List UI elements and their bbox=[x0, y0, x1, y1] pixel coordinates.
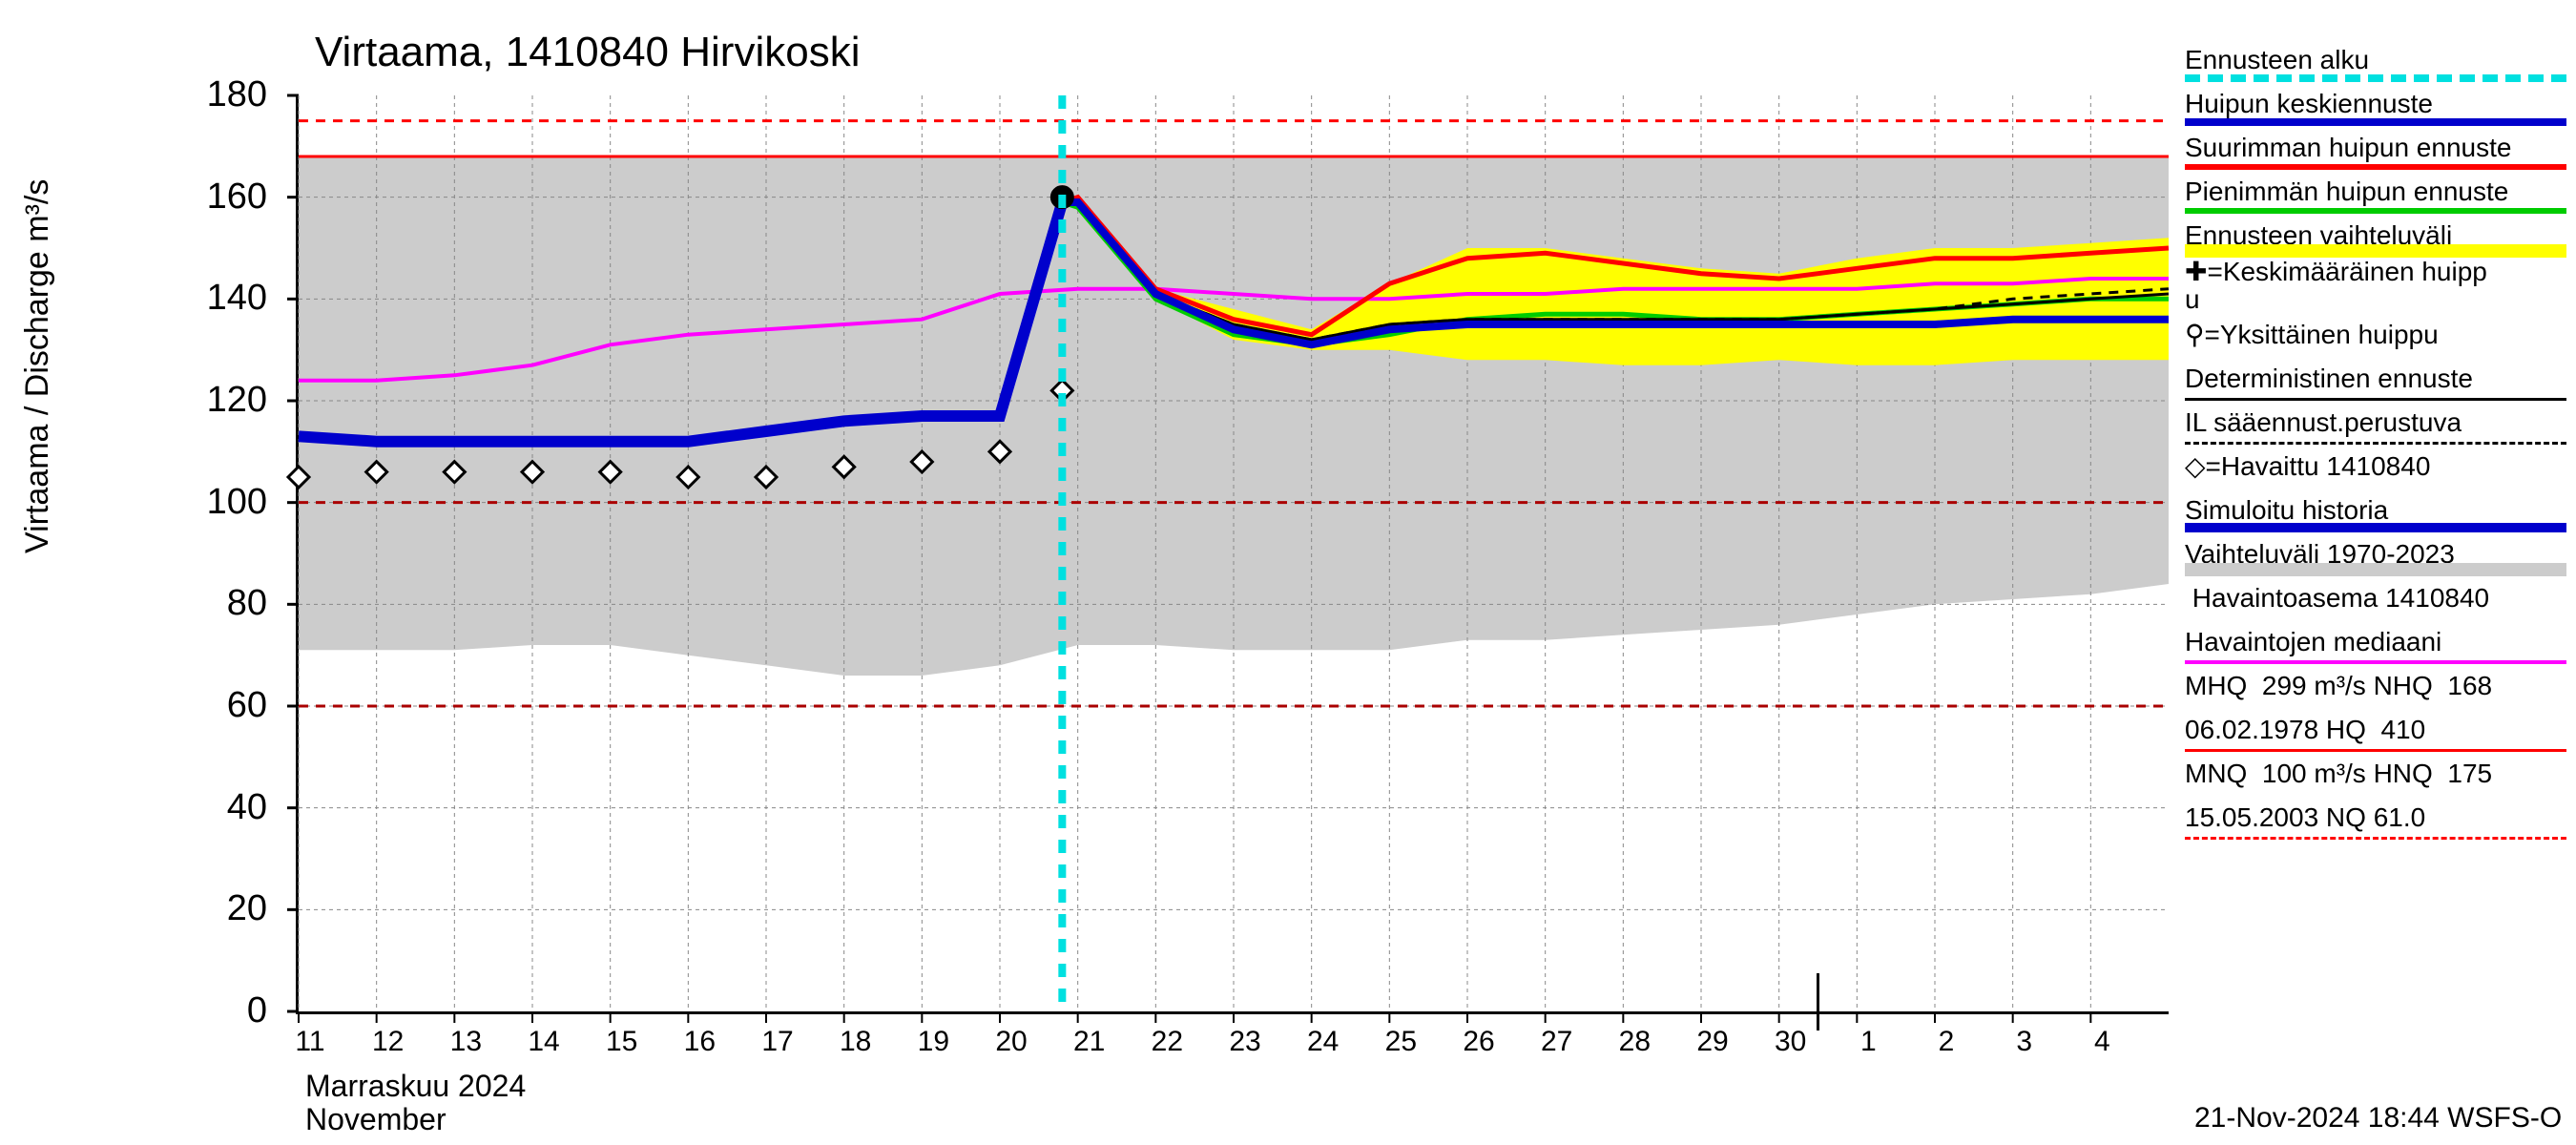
x-tick: 19 bbox=[904, 1026, 962, 1058]
x-tick: 12 bbox=[360, 1026, 417, 1058]
x-tick: 4 bbox=[2073, 1026, 2130, 1058]
legend-swatch-line bbox=[2185, 74, 2566, 82]
x-tick: 22 bbox=[1138, 1026, 1195, 1058]
x-tick: 13 bbox=[437, 1026, 494, 1058]
legend-label: Simuloitu historia bbox=[2185, 496, 2388, 524]
legend: Ennusteen alku Huipun keskiennuste Suurimm… bbox=[2185, 38, 2566, 840]
legend-item: Deterministinen ennuste bbox=[2185, 357, 2566, 401]
legend-label: MHQ 299 m³/s NHQ 168 bbox=[2185, 672, 2492, 699]
x-tick: 16 bbox=[671, 1026, 728, 1058]
y-tick: 140 bbox=[191, 278, 267, 319]
plot-area bbox=[296, 95, 2169, 1014]
y-tick: 80 bbox=[191, 583, 267, 624]
legend-item: Simuloitu historia bbox=[2185, 489, 2566, 532]
y-tick: 180 bbox=[191, 74, 267, 115]
x-tick: 14 bbox=[515, 1026, 572, 1058]
x-tick: 26 bbox=[1450, 1026, 1507, 1058]
timestamp: 21-Nov-2024 18:44 WSFS-O bbox=[2194, 1102, 2562, 1135]
legend-label: ✚=Keskimääräinen huipp u bbox=[2185, 258, 2487, 314]
x-tick: 11 bbox=[281, 1026, 339, 1058]
legend-label: Havaintoasema 1410840 bbox=[2185, 584, 2489, 612]
legend-item: ✚=Keskimääräinen huipp u bbox=[2185, 258, 2566, 313]
legend-item: MHQ 299 m³/s NHQ 168 bbox=[2185, 664, 2566, 708]
legend-label: ⚲=Yksittäinen huippu bbox=[2185, 321, 2439, 348]
y-tick: 100 bbox=[191, 482, 267, 523]
x-axis-month-fi: Marraskuu 2024 bbox=[305, 1069, 526, 1104]
x-tick: 21 bbox=[1061, 1026, 1118, 1058]
legend-label: IL sääennust.perustuva bbox=[2185, 408, 2462, 436]
x-tick: 2 bbox=[1918, 1026, 1975, 1058]
y-tick: 120 bbox=[191, 380, 267, 421]
legend-label: Havaintojen mediaani bbox=[2185, 628, 2441, 656]
x-tick: 1 bbox=[1839, 1026, 1897, 1058]
legend-item: 06.02.1978 HQ 410 bbox=[2185, 708, 2566, 752]
legend-label: 15.05.2003 NQ 61.0 bbox=[2185, 803, 2425, 831]
legend-label: Ennusteen alku bbox=[2185, 46, 2369, 73]
legend-item: MNQ 100 m³/s HNQ 175 bbox=[2185, 752, 2566, 796]
legend-swatch-line bbox=[2185, 523, 2566, 532]
legend-label: Huipun keskiennuste bbox=[2185, 90, 2433, 117]
legend-swatch-band bbox=[2185, 563, 2566, 576]
legend-item: Havaintojen mediaani bbox=[2185, 620, 2566, 664]
legend-item: ◇=Havaittu 1410840 bbox=[2185, 445, 2566, 489]
x-tick: 18 bbox=[827, 1026, 884, 1058]
x-tick: 20 bbox=[983, 1026, 1040, 1058]
plot-svg bbox=[299, 95, 2169, 1011]
legend-label: Pienimmän huipun ennuste bbox=[2185, 177, 2508, 205]
y-tick: 20 bbox=[191, 888, 267, 929]
x-tick: 15 bbox=[593, 1026, 651, 1058]
y-tick: 0 bbox=[191, 990, 267, 1031]
legend-item: Ennusteen alku bbox=[2185, 38, 2566, 82]
legend-item: Pienimmän huipun ennuste bbox=[2185, 170, 2566, 214]
legend-item: Ennusteen vaihteluväli bbox=[2185, 214, 2566, 258]
chart-title: Virtaama, 1410840 Hirvikoski bbox=[315, 29, 860, 76]
legend-item: Huipun keskiennuste bbox=[2185, 82, 2566, 126]
y-tick: 60 bbox=[191, 685, 267, 726]
x-tick: 29 bbox=[1684, 1026, 1741, 1058]
x-tick: 28 bbox=[1606, 1026, 1663, 1058]
x-tick: 30 bbox=[1762, 1026, 1819, 1058]
legend-label: MNQ 100 m³/s HNQ 175 bbox=[2185, 760, 2492, 787]
legend-label: ◇=Havaittu 1410840 bbox=[2185, 452, 2430, 480]
chart-container: Virtaama, 1410840 Hirvikoski Virtaama / … bbox=[0, 0, 2576, 1145]
x-tick: 27 bbox=[1528, 1026, 1586, 1058]
y-tick: 160 bbox=[191, 177, 267, 218]
legend-item: Vaihteluväli 1970-2023 bbox=[2185, 532, 2566, 576]
legend-label: Suurimman huipun ennuste bbox=[2185, 134, 2511, 161]
y-axis-label: Virtaama / Discharge m³/s bbox=[19, 179, 56, 553]
legend-item: Havaintoasema 1410840 bbox=[2185, 576, 2566, 620]
legend-item: ⚲=Yksittäinen huippu bbox=[2185, 313, 2566, 357]
legend-item: 15.05.2003 NQ 61.0 bbox=[2185, 796, 2566, 840]
x-tick: 3 bbox=[1996, 1026, 2053, 1058]
x-tick: 23 bbox=[1216, 1026, 1274, 1058]
legend-label: Deterministinen ennuste bbox=[2185, 364, 2473, 392]
x-tick: 17 bbox=[749, 1026, 806, 1058]
legend-swatch-line bbox=[2185, 118, 2566, 126]
legend-item: Suurimman huipun ennuste bbox=[2185, 126, 2566, 170]
legend-swatch-line bbox=[2185, 837, 2566, 840]
legend-swatch-band bbox=[2185, 244, 2566, 258]
x-tick: 24 bbox=[1295, 1026, 1352, 1058]
legend-item: IL sääennust.perustuva bbox=[2185, 401, 2566, 445]
x-axis-month-en: November bbox=[305, 1102, 447, 1137]
legend-label: 06.02.1978 HQ 410 bbox=[2185, 716, 2425, 743]
y-tick: 40 bbox=[191, 787, 267, 828]
x-tick: 25 bbox=[1372, 1026, 1429, 1058]
